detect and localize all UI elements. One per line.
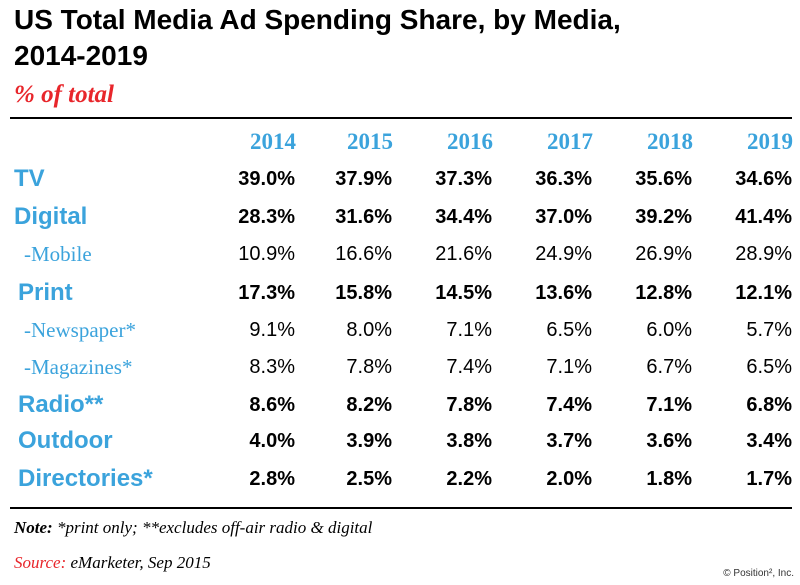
row-label: Digital [14, 203, 88, 230]
table-cell: 7.4% [546, 394, 592, 416]
table-cell: 39.0% [238, 168, 295, 190]
table-row: Directories* 2.8% 2.5% 2.2% 2.0% 1.8% 1.7% [0, 461, 800, 497]
table-cell: 6.7% [646, 356, 692, 378]
table-cell: 7.1% [546, 356, 592, 378]
table-cell: 6.5% [546, 319, 592, 341]
table-cell: 3.7% [546, 430, 592, 452]
table-cell: 5.7% [746, 319, 792, 341]
table-cell: 28.9% [735, 243, 792, 265]
table-cell: 8.2% [346, 394, 392, 416]
row-label: Radio** [18, 391, 104, 418]
table-cell: 1.7% [746, 468, 792, 490]
table-cell: 2.8% [249, 468, 295, 490]
source-text: eMarketer, Sep 2015 [66, 553, 211, 572]
table-cell: 17.3% [238, 282, 295, 304]
table-cell: 34.6% [735, 168, 792, 190]
table-cell: 2.2% [446, 468, 492, 490]
year-header-2018: 2018 [647, 129, 693, 154]
chart-title-line-2: 2014-2019 [14, 40, 148, 71]
table-cell: 3.9% [346, 430, 392, 452]
table-cell: 7.1% [646, 394, 692, 416]
table-cell: 24.9% [535, 243, 592, 265]
table-cell: 7.8% [346, 356, 392, 378]
year-header-2017: 2017 [547, 129, 593, 154]
table-cell: 3.8% [446, 430, 492, 452]
table-cell: 21.6% [435, 243, 492, 265]
chart-title-line-1: US Total Media Ad Spending Share, by Med… [14, 4, 621, 35]
table-cell: 34.4% [435, 206, 492, 228]
table-cell: 37.9% [335, 168, 392, 190]
table-cell: 36.3% [535, 168, 592, 190]
footnote: Note: *print only; **excludes off-air ra… [14, 517, 372, 539]
table-cell: 41.4% [735, 206, 792, 228]
table-cell: 3.6% [646, 430, 692, 452]
table-cell: 6.8% [746, 394, 792, 416]
table-cell: 13.6% [535, 282, 592, 304]
table-cell: 6.5% [746, 356, 792, 378]
chart-title: US Total Media Ad Spending Share, by Med… [14, 2, 794, 74]
table-cell: 9.1% [249, 319, 295, 341]
row-label: Directories* [18, 465, 153, 492]
table-cell: 1.8% [646, 468, 692, 490]
table-cell: 8.6% [249, 394, 295, 416]
table-cell: 37.3% [435, 168, 492, 190]
table-cell: 31.6% [335, 206, 392, 228]
table-cell: 4.0% [249, 430, 295, 452]
row-label: -Mobile [24, 242, 92, 266]
table-row: TV 39.0% 37.9% 37.3% 36.3% 35.6% 34.6% [0, 161, 800, 197]
footnote-text: *print only; **excludes off-air radio & … [52, 518, 373, 537]
year-header-2015: 2015 [347, 129, 393, 154]
table-cell: 12.8% [635, 282, 692, 304]
table-row: Radio** 8.6% 8.2% 7.8% 7.4% 7.1% 6.8% [0, 387, 800, 423]
table-cell: 15.8% [335, 282, 392, 304]
table-row: Print 17.3% 15.8% 14.5% 13.6% 12.8% 12.1% [0, 275, 800, 311]
row-label: Print [18, 279, 73, 306]
table-cell: 12.1% [735, 282, 792, 304]
table-cell: 16.6% [335, 243, 392, 265]
year-header-2019: 2019 [747, 129, 793, 154]
table-cell: 26.9% [635, 243, 692, 265]
row-label: Outdoor [18, 427, 113, 454]
table-row: Outdoor 4.0% 3.9% 3.8% 3.7% 3.6% 3.4% [0, 423, 800, 459]
table-cell: 37.0% [535, 206, 592, 228]
table-cell: 2.0% [546, 468, 592, 490]
table-cell: 7.4% [446, 356, 492, 378]
table-cell: 28.3% [238, 206, 295, 228]
chart-subtitle: % of total [14, 81, 114, 108]
table-row: -Newspaper* 9.1% 8.0% 7.1% 6.5% 6.0% 5.7% [0, 312, 800, 348]
table-cell: 7.1% [446, 319, 492, 341]
table-cell: 2.5% [346, 468, 392, 490]
source-label: Source: [14, 553, 67, 572]
table-cell: 7.8% [446, 394, 492, 416]
table-row: -Mobile 10.9% 16.6% 21.6% 24.9% 26.9% 28.9% [0, 236, 800, 272]
table-cell: 10.9% [238, 243, 295, 265]
year-header-2014: 2014 [250, 129, 296, 154]
table-cell: 35.6% [635, 168, 692, 190]
source-line: Source: eMarketer, Sep 2015 [14, 552, 211, 574]
table-cell: 6.0% [646, 319, 692, 341]
table-row: -Magazines* 8.3% 7.8% 7.4% 7.1% 6.7% 6.5% [0, 349, 800, 385]
copyright-notice: © Position², Inc. [723, 568, 794, 579]
bottom-divider [10, 507, 792, 509]
table-cell: 8.0% [346, 319, 392, 341]
table-row: Digital 28.3% 31.6% 34.4% 37.0% 39.2% 41.4% [0, 199, 800, 235]
table-cell: 14.5% [435, 282, 492, 304]
table-cell: 39.2% [635, 206, 692, 228]
row-label: -Magazines* [24, 355, 133, 379]
top-divider [10, 117, 792, 119]
row-label: -Newspaper* [24, 318, 136, 342]
year-header-2016: 2016 [447, 129, 493, 154]
table-cell: 3.4% [746, 430, 792, 452]
row-label: TV [14, 165, 45, 192]
table-cell: 8.3% [249, 356, 295, 378]
footnote-label: Note: [14, 518, 53, 537]
